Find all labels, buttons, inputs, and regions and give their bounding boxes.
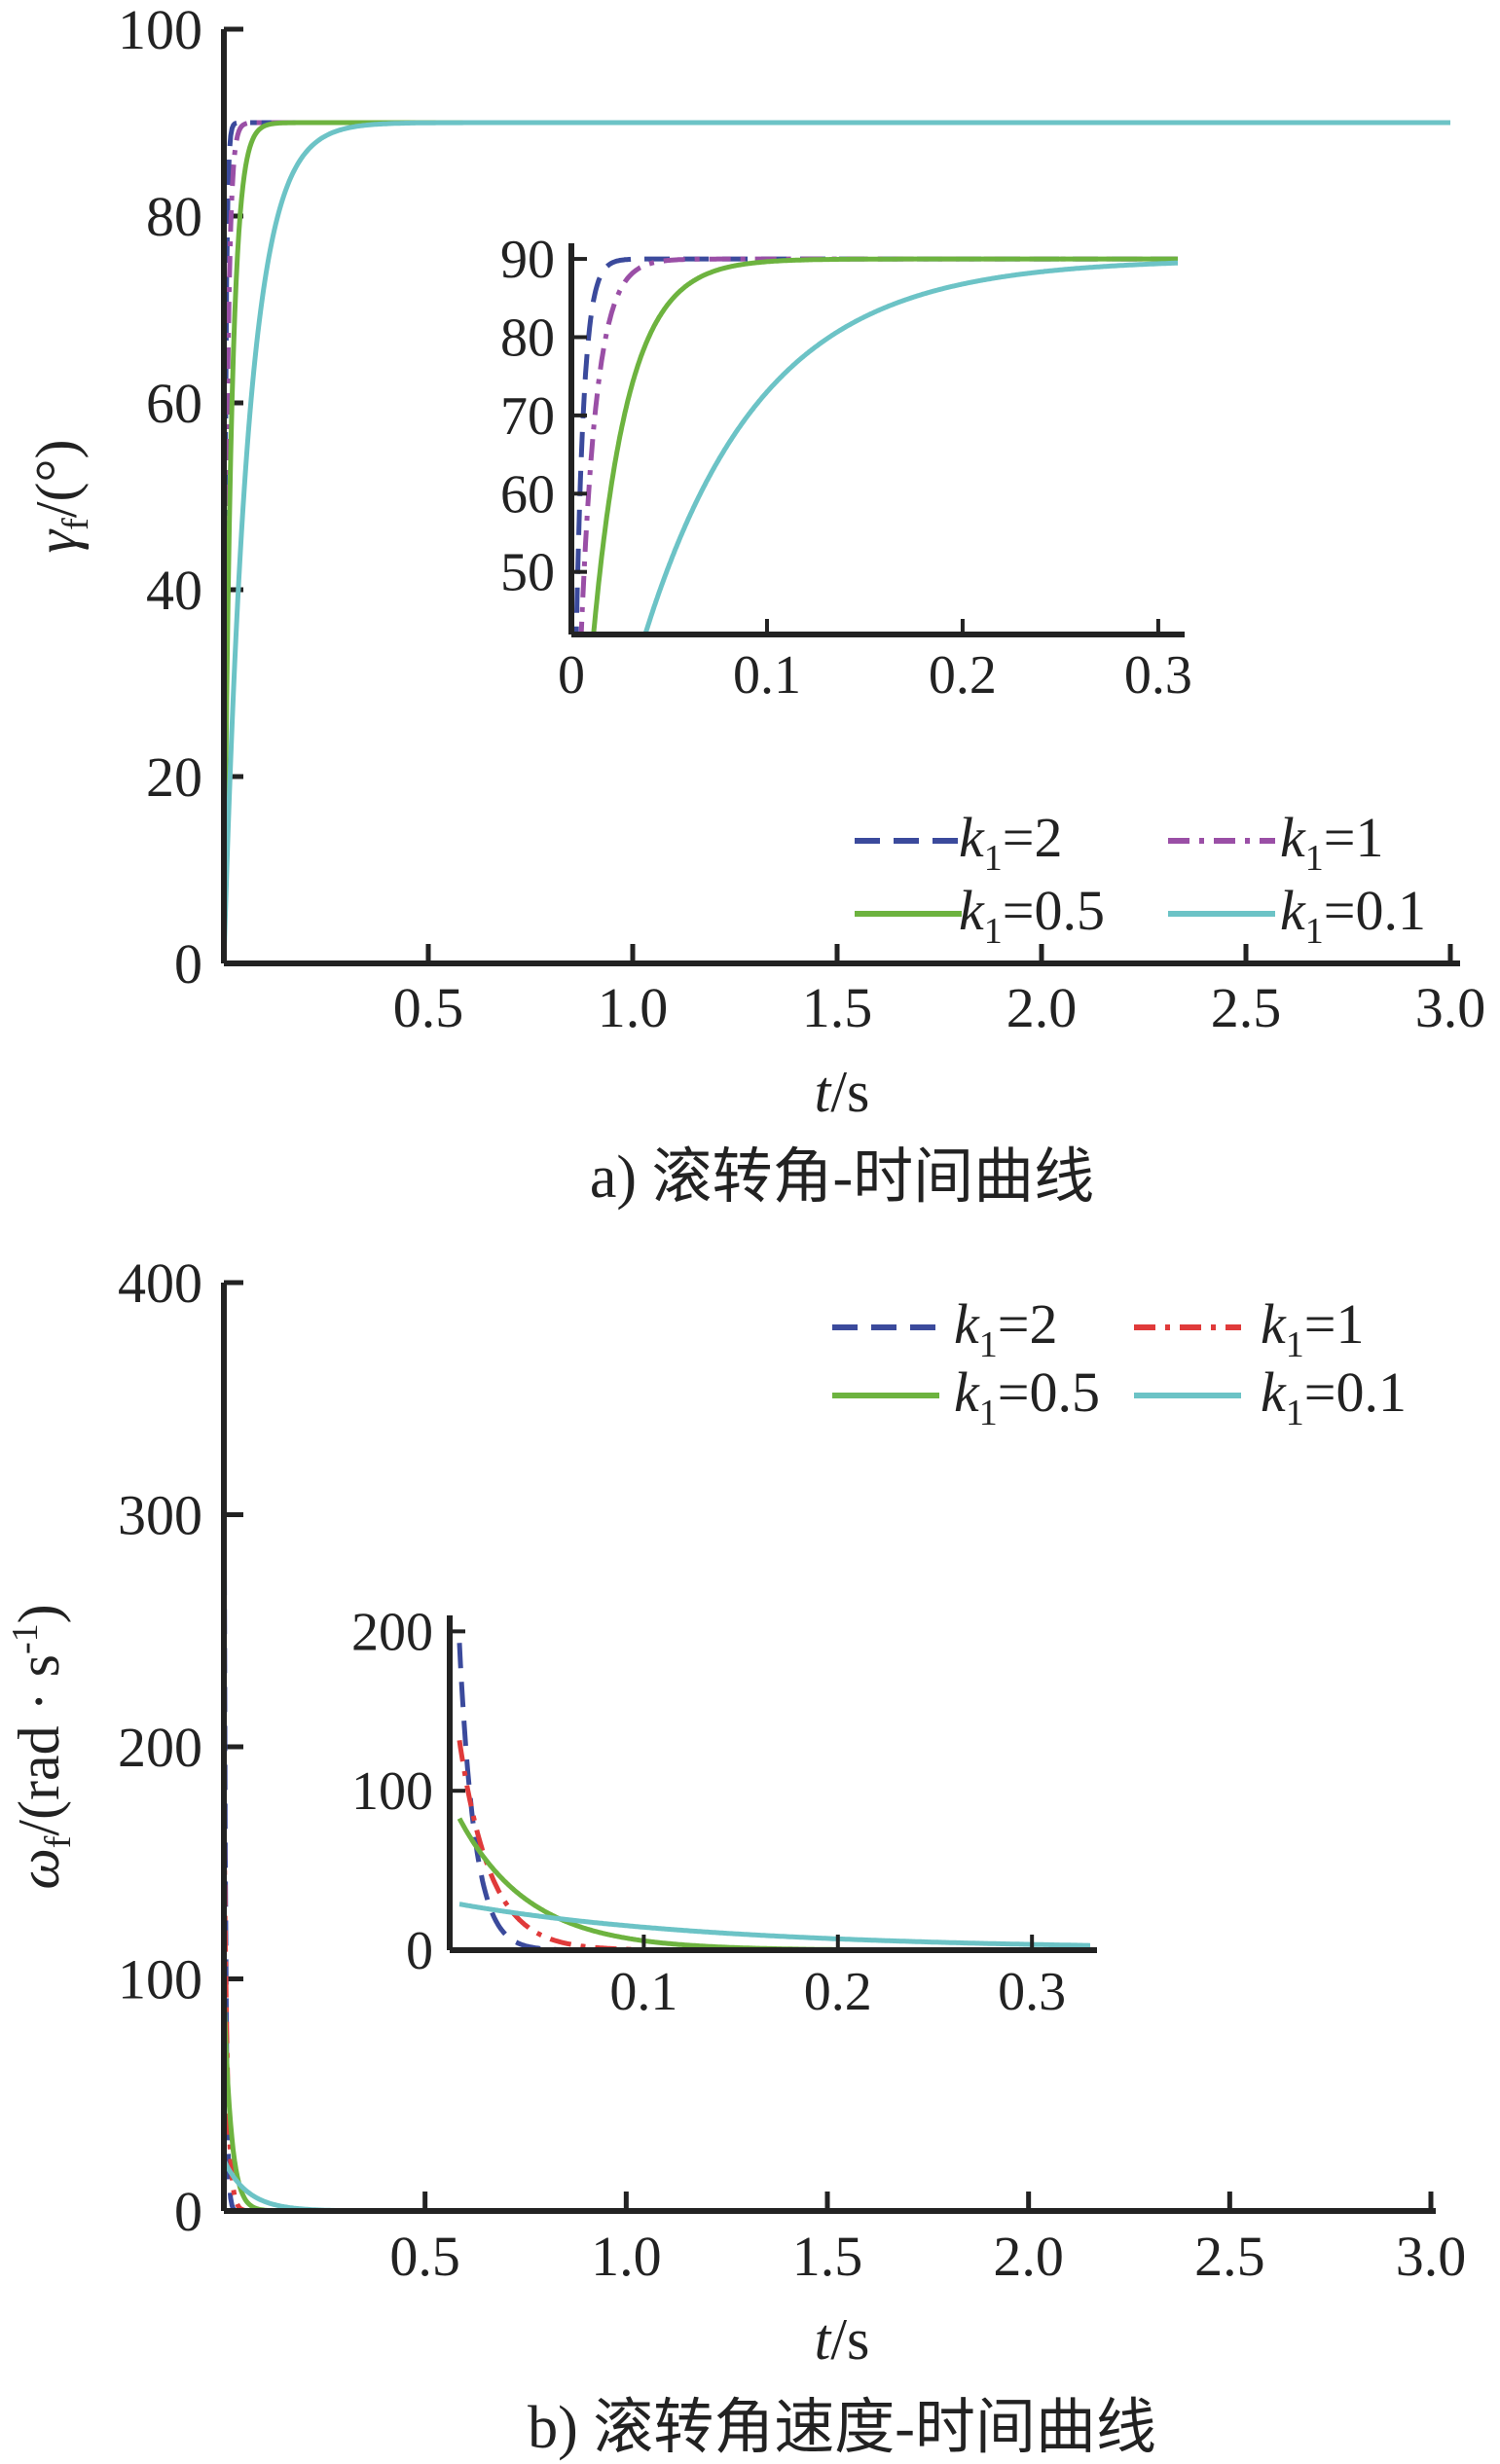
panel-b-inset-ticks: 0 100 200 0.1 0.2 0.3 bbox=[351, 1602, 1066, 2022]
inset-x-tick-label: 0.1 bbox=[733, 645, 801, 706]
inset-x-tick-label: 0 bbox=[558, 645, 585, 706]
panel-a-legend: k1=2 k1=1 k1=0.5 k1=0.1 bbox=[855, 806, 1426, 952]
inset-y-tick-label: 70 bbox=[500, 386, 555, 447]
panel-b-inset-series bbox=[457, 1643, 1090, 1948]
inset-y-tick-label: 0 bbox=[406, 1921, 433, 1981]
y-tick-label: 300 bbox=[118, 1484, 202, 1547]
panel-b-legend: k1=2 k1=1 k1=0.5 k1=0.1 bbox=[832, 1292, 1407, 1433]
legend-label-k1=1: k1=1 bbox=[1261, 1292, 1364, 1365]
inset-x-tick-label: 0.3 bbox=[1124, 645, 1192, 706]
panel-a-inset-ticks: 50 60 70 80 90 0 0.1 0.2 0.3 bbox=[500, 230, 1192, 706]
y-tick-label: 200 bbox=[118, 1716, 202, 1779]
legend-label-k1=1: k1=1 bbox=[1280, 806, 1383, 879]
y-tick-label: 0 bbox=[174, 932, 202, 996]
inset-y-tick-label: 50 bbox=[500, 543, 555, 603]
x-tick-label: 1.0 bbox=[591, 2225, 662, 2288]
inset-x-tick-label: 0.2 bbox=[804, 1962, 872, 2022]
y-tick-label: 20 bbox=[146, 745, 202, 809]
series-line-k1=0.1 bbox=[221, 120, 1450, 964]
panel-b-inset-bg bbox=[450, 1615, 1097, 1951]
x-tick-label: 1.0 bbox=[598, 976, 669, 1039]
inset-x-tick-label: 0.3 bbox=[998, 1962, 1066, 2022]
panel-b: 0 100 200 300 400 0.5 1.0 1.5 2.0 2.5 3.0 ωf/(rad … bbox=[5, 1251, 1466, 2461]
inset-y-tick-label: 200 bbox=[351, 1602, 433, 1662]
y-tick-label: 80 bbox=[146, 185, 202, 248]
inset-y-tick-label: 60 bbox=[500, 464, 555, 525]
panel-a-y-label: γf/(°) bbox=[24, 440, 96, 554]
inset-series-line-k1=0.1 bbox=[642, 260, 1178, 633]
x-tick-label: 3.0 bbox=[1415, 976, 1486, 1039]
y-tick-label: 0 bbox=[174, 2180, 202, 2243]
x-tick-label: 1.5 bbox=[802, 976, 873, 1039]
x-tick-label: 2.0 bbox=[1006, 976, 1078, 1039]
inset-y-tick-label: 90 bbox=[500, 230, 555, 290]
inset-series-line-k1=1 bbox=[457, 1739, 1090, 1948]
panel-a-x-label: t/s bbox=[815, 1060, 870, 1124]
legend-label-k1=0.5: k1=0.5 bbox=[954, 1360, 1100, 1433]
y-tick-label: 40 bbox=[146, 559, 202, 622]
series-line-k1=0.5 bbox=[221, 1990, 1431, 2214]
x-tick-label: 2.0 bbox=[993, 2225, 1064, 2288]
panel-a-ticks: 0 20 40 60 80 100 0.5 1.0 1.5 2.0 2.5 3.0 bbox=[118, 0, 1485, 1039]
inset-x-tick-label: 0.1 bbox=[609, 1962, 677, 2022]
legend-label-k1=0.1: k1=0.1 bbox=[1261, 1360, 1407, 1433]
panel-a: 0 20 40 60 80 100 0.5 1.0 1.5 2.0 2.5 3.0 γf/(°) t/… bbox=[24, 0, 1485, 1211]
x-tick-label: 1.5 bbox=[792, 2225, 863, 2288]
x-tick-label: 3.0 bbox=[1396, 2225, 1467, 2288]
panel-b-y-label: ωf/(rad · s-1) bbox=[5, 1604, 79, 1889]
x-tick-label: 0.5 bbox=[393, 976, 464, 1039]
panel-b-x-label: t/s bbox=[815, 2307, 870, 2372]
panel-b-caption: b) 滚转角速度-时间曲线 bbox=[528, 2395, 1156, 2461]
y-tick-label: 100 bbox=[118, 1948, 202, 2011]
legend-label-k1=0.5: k1=0.5 bbox=[959, 879, 1105, 952]
y-tick-label: 100 bbox=[118, 0, 202, 61]
legend-label-k1=2: k1=2 bbox=[959, 806, 1062, 879]
x-tick-label: 2.5 bbox=[1211, 976, 1282, 1039]
panel-a-caption: a) 滚转角-时间曲线 bbox=[590, 1144, 1094, 1211]
inset-series-line-k1=0.1 bbox=[458, 1902, 1090, 1948]
legend-label-k1=0.1: k1=0.1 bbox=[1280, 879, 1426, 952]
panel-b-ticks: 0 100 200 300 400 0.5 1.0 1.5 2.0 2.5 3.0 bbox=[118, 1251, 1466, 2288]
y-tick-label: 400 bbox=[118, 1251, 202, 1315]
panel-a-inset: 50 60 70 80 90 0 0.1 0.2 0.3 bbox=[500, 230, 1192, 706]
panel-a-inset-series bbox=[574, 256, 1178, 633]
legend-label-k1=2: k1=2 bbox=[954, 1292, 1057, 1365]
x-tick-label: 2.5 bbox=[1194, 2225, 1265, 2288]
inset-y-tick-label: 80 bbox=[500, 308, 555, 368]
inset-series-line-k1=0.5 bbox=[591, 256, 1178, 633]
x-tick-label: 0.5 bbox=[389, 2225, 460, 2288]
panel-a-series bbox=[221, 120, 1450, 964]
panel-b-inset: 0 100 200 0.1 0.2 0.3 bbox=[351, 1602, 1097, 2022]
inset-y-tick-label: 100 bbox=[351, 1761, 433, 1822]
inset-x-tick-label: 0.2 bbox=[929, 645, 997, 706]
y-tick-label: 60 bbox=[146, 372, 202, 435]
